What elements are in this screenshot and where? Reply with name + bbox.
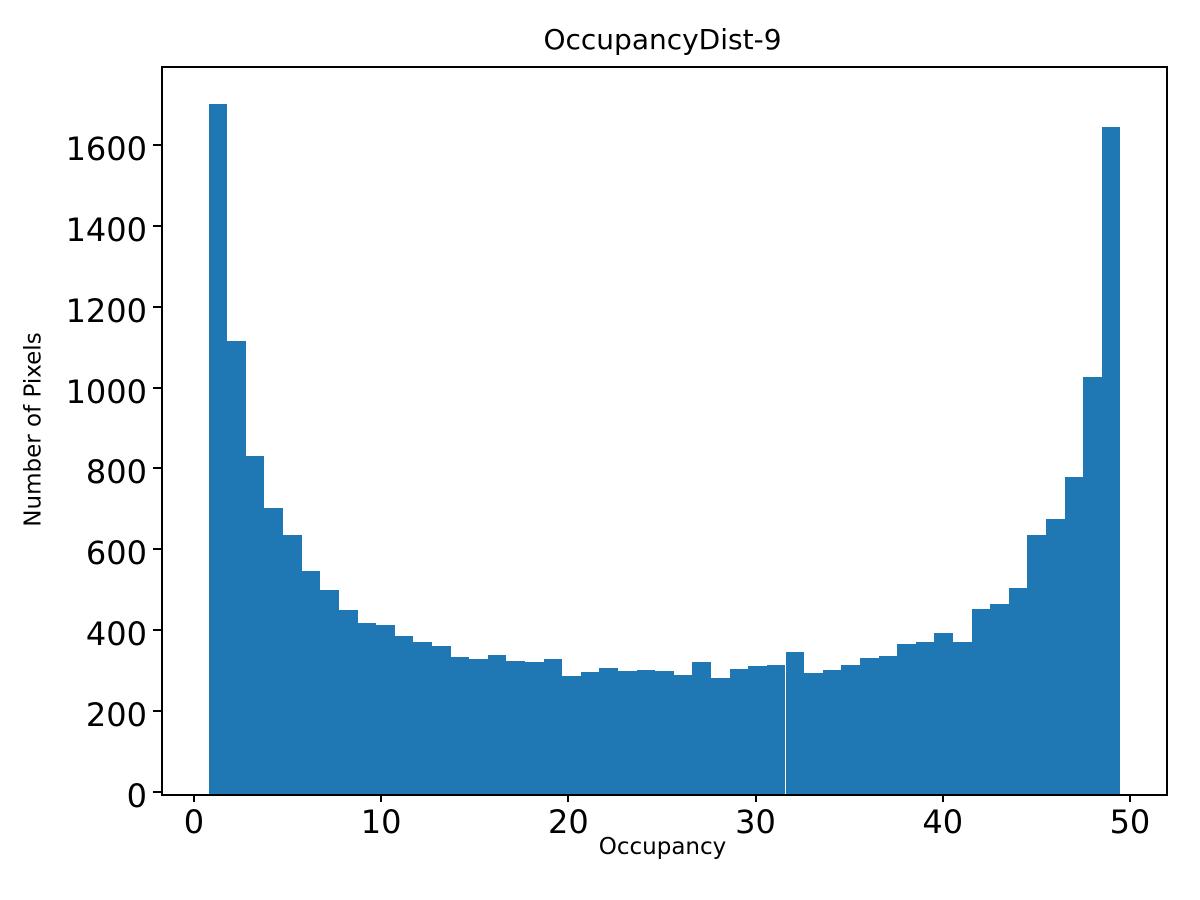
histogram-bar [487,654,507,794]
histogram-bar [859,658,879,794]
y-tick-label: 1200 [65,291,147,330]
histogram-bar [413,641,432,794]
y-tick-label: 1600 [65,129,147,168]
histogram-bar [729,668,749,794]
y-tick-mark [153,791,161,793]
histogram-bar [227,341,246,794]
histogram-bar [599,667,619,794]
y-tick-label: 1000 [65,372,147,411]
histogram-bar [469,658,488,794]
histogram-bar [431,645,451,794]
histogram-bar [766,665,786,794]
x-tick-label: 30 [735,803,776,841]
histogram-bar [897,644,916,794]
histogram-bar [636,669,656,794]
x-tick-mark [941,794,944,802]
histogram-bar [301,571,321,794]
histogram-bar [990,603,1009,794]
y-tick-mark [153,386,161,389]
y-tick-label: 0 [126,777,147,815]
histogram-bar [376,624,395,794]
histogram-bar [1008,588,1028,794]
y-tick-label: 600 [85,534,147,573]
x-tick-mark [1128,794,1131,802]
histogram-bar [673,674,693,794]
histogram-bar [655,671,674,794]
histogram-bar [245,455,265,794]
histogram-bar [1064,476,1084,794]
histogram-bar [562,675,581,794]
histogram-bar [934,633,953,794]
histogram-bar [264,508,284,794]
x-tick-label: 20 [547,803,589,841]
histogram-bar [971,608,991,794]
histogram-bar [748,666,767,794]
histogram-bar [394,635,414,794]
y-tick-mark [153,143,161,146]
histogram-bar [1027,535,1046,794]
x-tick-mark [567,794,570,802]
y-tick-mark [153,224,161,227]
histogram-bar [878,655,898,794]
y-tick-label: 200 [85,696,147,735]
histogram-bar [711,677,730,794]
x-tick-label: 0 [183,803,205,841]
x-tick-label: 40 [922,803,964,841]
y-tick-mark [153,305,161,308]
x-tick-label: 50 [1109,803,1151,841]
histogram-bar [1046,518,1065,794]
histogram-bar [525,661,544,794]
x-tick-mark [380,794,383,802]
histogram-bar [208,103,228,794]
chart-title: OccupancyDist-9 [543,23,782,56]
y-tick-label: 800 [85,453,147,492]
histogram-bar [822,669,842,794]
histogram-bar [357,622,377,794]
histogram-bar [1101,126,1121,794]
histogram-bar [785,652,805,794]
y-tick-mark [153,629,161,632]
x-tick-mark [754,794,757,802]
histogram-bar [338,609,358,794]
x-tick-label: 10 [360,803,402,841]
histogram-bar [283,535,302,794]
plot-area [161,66,1168,796]
histogram-bar [841,664,860,794]
y-tick-label: 400 [85,615,147,654]
y-tick-mark [153,710,161,713]
x-tick-mark [192,794,195,802]
y-tick-label: 1400 [65,210,147,249]
histogram-bar [543,659,563,794]
histogram-bar [804,673,823,794]
histogram-bar [915,642,935,794]
histogram-bar [506,660,525,794]
y-tick-mark [153,548,161,551]
x-axis-label: Occupancy [598,834,727,860]
histogram-bar [952,641,972,794]
histogram-bar [580,671,600,794]
histogram-bar [320,590,339,794]
histogram-bar [618,671,637,794]
histogram-bar [1083,377,1102,794]
y-tick-mark [153,467,161,470]
histogram-bar [692,662,712,794]
histogram-bar [450,657,470,794]
